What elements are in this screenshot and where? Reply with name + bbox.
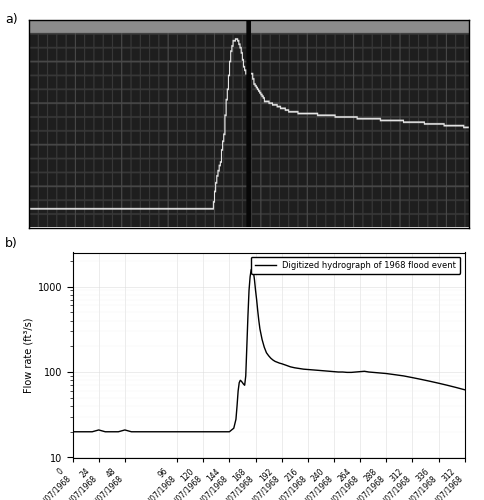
Legend: Digitized hydrograph of 1968 flood event: Digitized hydrograph of 1968 flood event	[251, 256, 460, 274]
Y-axis label: Flow rate (ft³/s): Flow rate (ft³/s)	[24, 318, 33, 393]
Text: b): b)	[5, 238, 17, 250]
Text: a): a)	[5, 12, 17, 26]
